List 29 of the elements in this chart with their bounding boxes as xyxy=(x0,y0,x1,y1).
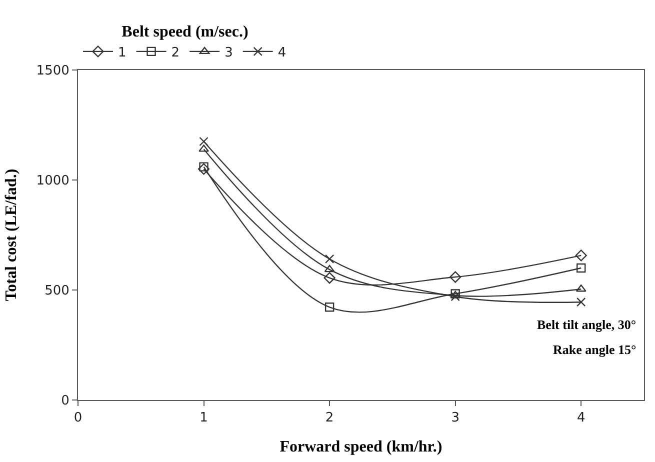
x-tick-label: 1 xyxy=(200,410,208,426)
legend-title: Belt speed (m/sec.) xyxy=(122,24,248,40)
y-tick-label: 0 xyxy=(61,394,70,409)
x-tick-label: 2 xyxy=(325,410,334,426)
y-tick-label: 500 xyxy=(44,284,70,299)
x-axis-title: Forward speed (km/hr.) xyxy=(280,438,442,456)
legend-label: 4 xyxy=(278,46,286,61)
point xyxy=(324,302,334,312)
y-tick-label: 1500 xyxy=(36,64,70,79)
x-tick-label: 0 xyxy=(74,410,82,426)
x-tick-label: 3 xyxy=(451,410,460,426)
point xyxy=(198,163,210,175)
point xyxy=(324,272,336,284)
legend-label: 1 xyxy=(118,46,126,61)
point xyxy=(198,144,209,152)
point xyxy=(576,298,586,307)
point xyxy=(450,271,462,283)
point xyxy=(575,250,587,262)
legend-label: 3 xyxy=(224,46,233,61)
legend-label: 2 xyxy=(171,46,180,61)
annotation: Belt tilt angle, 30° xyxy=(537,317,636,332)
annotation: Rake angle 15° xyxy=(553,342,636,357)
point xyxy=(199,162,208,172)
x-tick-label: 4 xyxy=(576,410,586,426)
y-axis-title: Total cost (LE/fad.) xyxy=(3,168,20,302)
point xyxy=(576,263,586,273)
y-tick-label: 1000 xyxy=(36,174,70,189)
point xyxy=(324,264,335,272)
point xyxy=(324,254,334,264)
